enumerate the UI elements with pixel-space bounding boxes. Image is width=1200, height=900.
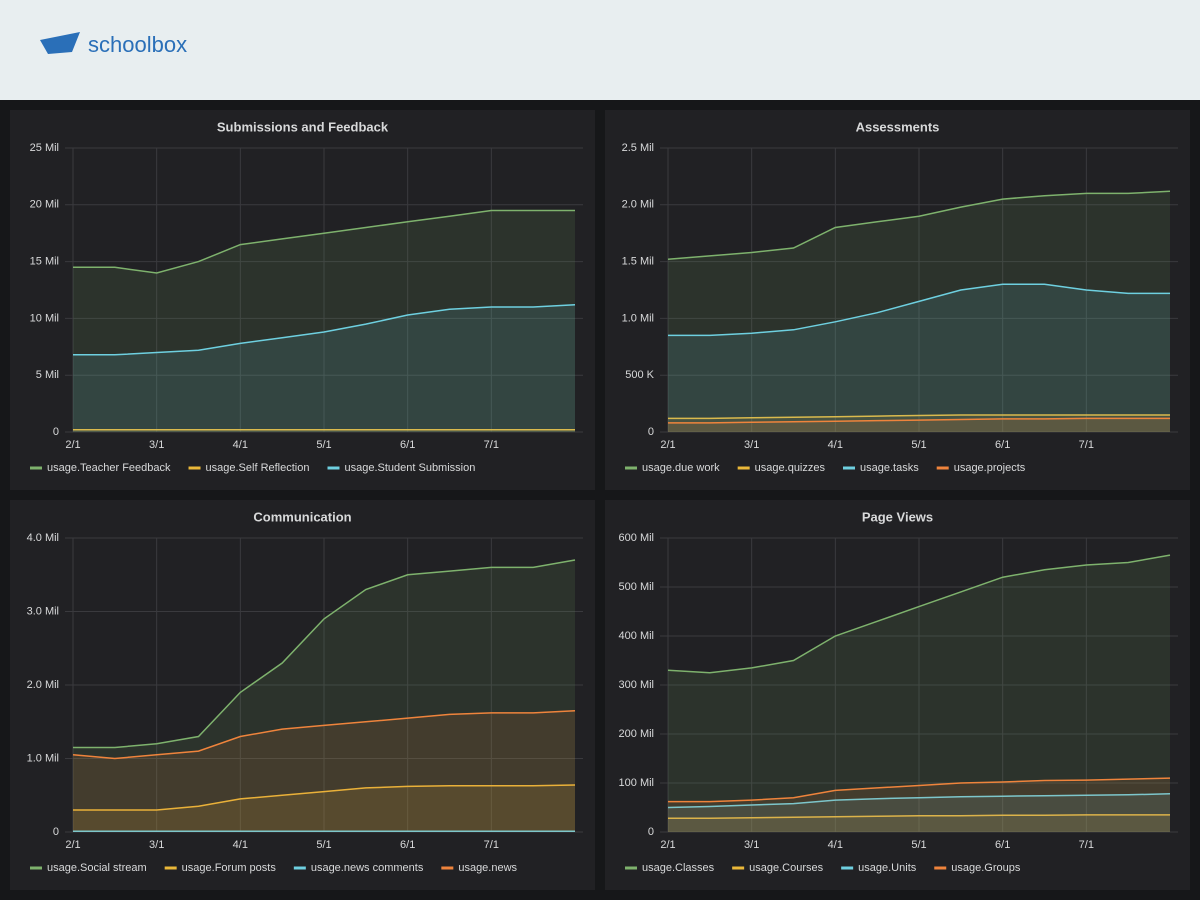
series-area: [73, 560, 575, 832]
y-tick-label: 4.0 Mil: [27, 532, 59, 544]
series-area: [668, 555, 1170, 832]
legend-label: usage.tasks: [860, 462, 919, 474]
y-tick-label: 3.0 Mil: [27, 605, 59, 617]
series-line: [668, 777, 1171, 803]
series-area: [668, 284, 1170, 432]
y-tick-label: 0: [648, 426, 654, 438]
x-tick-label: 6/1: [995, 839, 1010, 851]
legend-label: usage.quizzes: [755, 462, 826, 474]
y-tick-label: 500 K: [625, 369, 654, 381]
y-tick-label: 2.0 Mil: [27, 679, 59, 691]
series-line: [668, 814, 1170, 820]
series-line: [668, 417, 1170, 424]
y-tick-label: 10 Mil: [30, 312, 59, 324]
series-line: [667, 554, 1171, 674]
panel: [605, 110, 1190, 490]
y-tick-label: 0: [53, 826, 59, 838]
legend-label: usage.Teacher Feedback: [47, 462, 171, 474]
y-tick-label: 25 Mil: [30, 142, 59, 154]
x-tick-label: 3/1: [149, 439, 164, 451]
series-area: [73, 710, 575, 832]
x-tick-label: 5/1: [316, 839, 331, 851]
legend-label: usage.Self Reflection: [206, 462, 310, 474]
series-line: [73, 209, 575, 274]
y-tick-label: 400 Mil: [619, 630, 654, 642]
x-tick-label: 4/1: [233, 439, 248, 451]
legend-label: usage.Social stream: [47, 862, 147, 874]
legend-label: usage.due work: [642, 462, 720, 474]
series-line: [73, 559, 576, 749]
y-tick-label: 500 Mil: [619, 581, 654, 593]
y-tick-label: 15 Mil: [30, 256, 59, 268]
y-tick-label: 2.5 Mil: [622, 142, 654, 154]
y-tick-label: 0: [53, 426, 59, 438]
x-tick-label: 7/1: [484, 839, 499, 851]
y-tick-label: 0: [648, 826, 654, 838]
legend-label: usage.Classes: [642, 862, 715, 874]
y-tick-label: 1.5 Mil: [622, 256, 654, 268]
x-tick-label: 4/1: [828, 839, 843, 851]
x-tick-label: 5/1: [911, 439, 926, 451]
y-tick-label: 2.0 Mil: [622, 199, 654, 211]
series-line: [667, 793, 1171, 809]
series-area: [73, 785, 575, 832]
x-tick-label: 7/1: [1079, 439, 1094, 451]
x-tick-label: 4/1: [828, 439, 843, 451]
panel: [10, 500, 595, 890]
logo-icon: [40, 32, 80, 54]
x-tick-label: 6/1: [400, 839, 415, 851]
series-line: [73, 304, 576, 356]
x-tick-label: 6/1: [995, 439, 1010, 451]
series-line: [668, 283, 1170, 337]
series-line: [73, 784, 576, 811]
panel: [10, 110, 595, 490]
x-tick-label: 7/1: [484, 439, 499, 451]
x-tick-label: 4/1: [233, 839, 248, 851]
y-tick-label: 600 Mil: [619, 532, 654, 544]
legend-label: usage.Courses: [749, 862, 823, 874]
legend-label: usage.news: [458, 862, 517, 874]
series-line: [72, 709, 576, 760]
y-tick-label: 5 Mil: [36, 369, 59, 381]
x-tick-label: 7/1: [1079, 839, 1094, 851]
y-tick-label: 300 Mil: [619, 679, 654, 691]
x-tick-label: 3/1: [744, 439, 759, 451]
legend-label: usage.Student Submission: [344, 462, 475, 474]
panel-title: Submissions and Feedback: [217, 119, 389, 134]
x-tick-label: 3/1: [149, 839, 164, 851]
x-tick-label: 2/1: [660, 839, 675, 851]
y-tick-label: 1.0 Mil: [27, 752, 59, 764]
x-tick-label: 2/1: [660, 439, 675, 451]
x-tick-label: 5/1: [911, 839, 926, 851]
x-tick-label: 2/1: [65, 839, 80, 851]
series-area: [668, 814, 1170, 832]
series-area: [668, 778, 1170, 832]
panel-title: Assessments: [856, 119, 940, 134]
series-line: [667, 190, 1171, 261]
series-line: [668, 414, 1170, 420]
legend-label: usage.Forum posts: [182, 862, 277, 874]
y-tick-label: 100 Mil: [619, 777, 654, 789]
y-tick-label: 1.0 Mil: [622, 312, 654, 324]
panel-title: Page Views: [862, 509, 933, 524]
legend-label: usage.Groups: [951, 862, 1021, 874]
legend-label: usage.Units: [858, 862, 917, 874]
series-area: [73, 304, 575, 432]
y-tick-label: 200 Mil: [619, 728, 654, 740]
x-tick-label: 5/1: [316, 439, 331, 451]
y-tick-label: 20 Mil: [30, 199, 59, 211]
x-tick-label: 3/1: [744, 839, 759, 851]
panel-title: Communication: [253, 509, 351, 524]
series-area: [668, 793, 1170, 832]
header-bar: [0, 0, 1200, 100]
series-area: [668, 191, 1170, 432]
series-area: [73, 210, 575, 432]
x-tick-label: 6/1: [400, 439, 415, 451]
legend-label: usage.news comments: [311, 862, 424, 874]
legend-label: usage.projects: [954, 462, 1026, 474]
x-tick-label: 2/1: [65, 439, 80, 451]
logo: schoolbox: [88, 32, 187, 57]
